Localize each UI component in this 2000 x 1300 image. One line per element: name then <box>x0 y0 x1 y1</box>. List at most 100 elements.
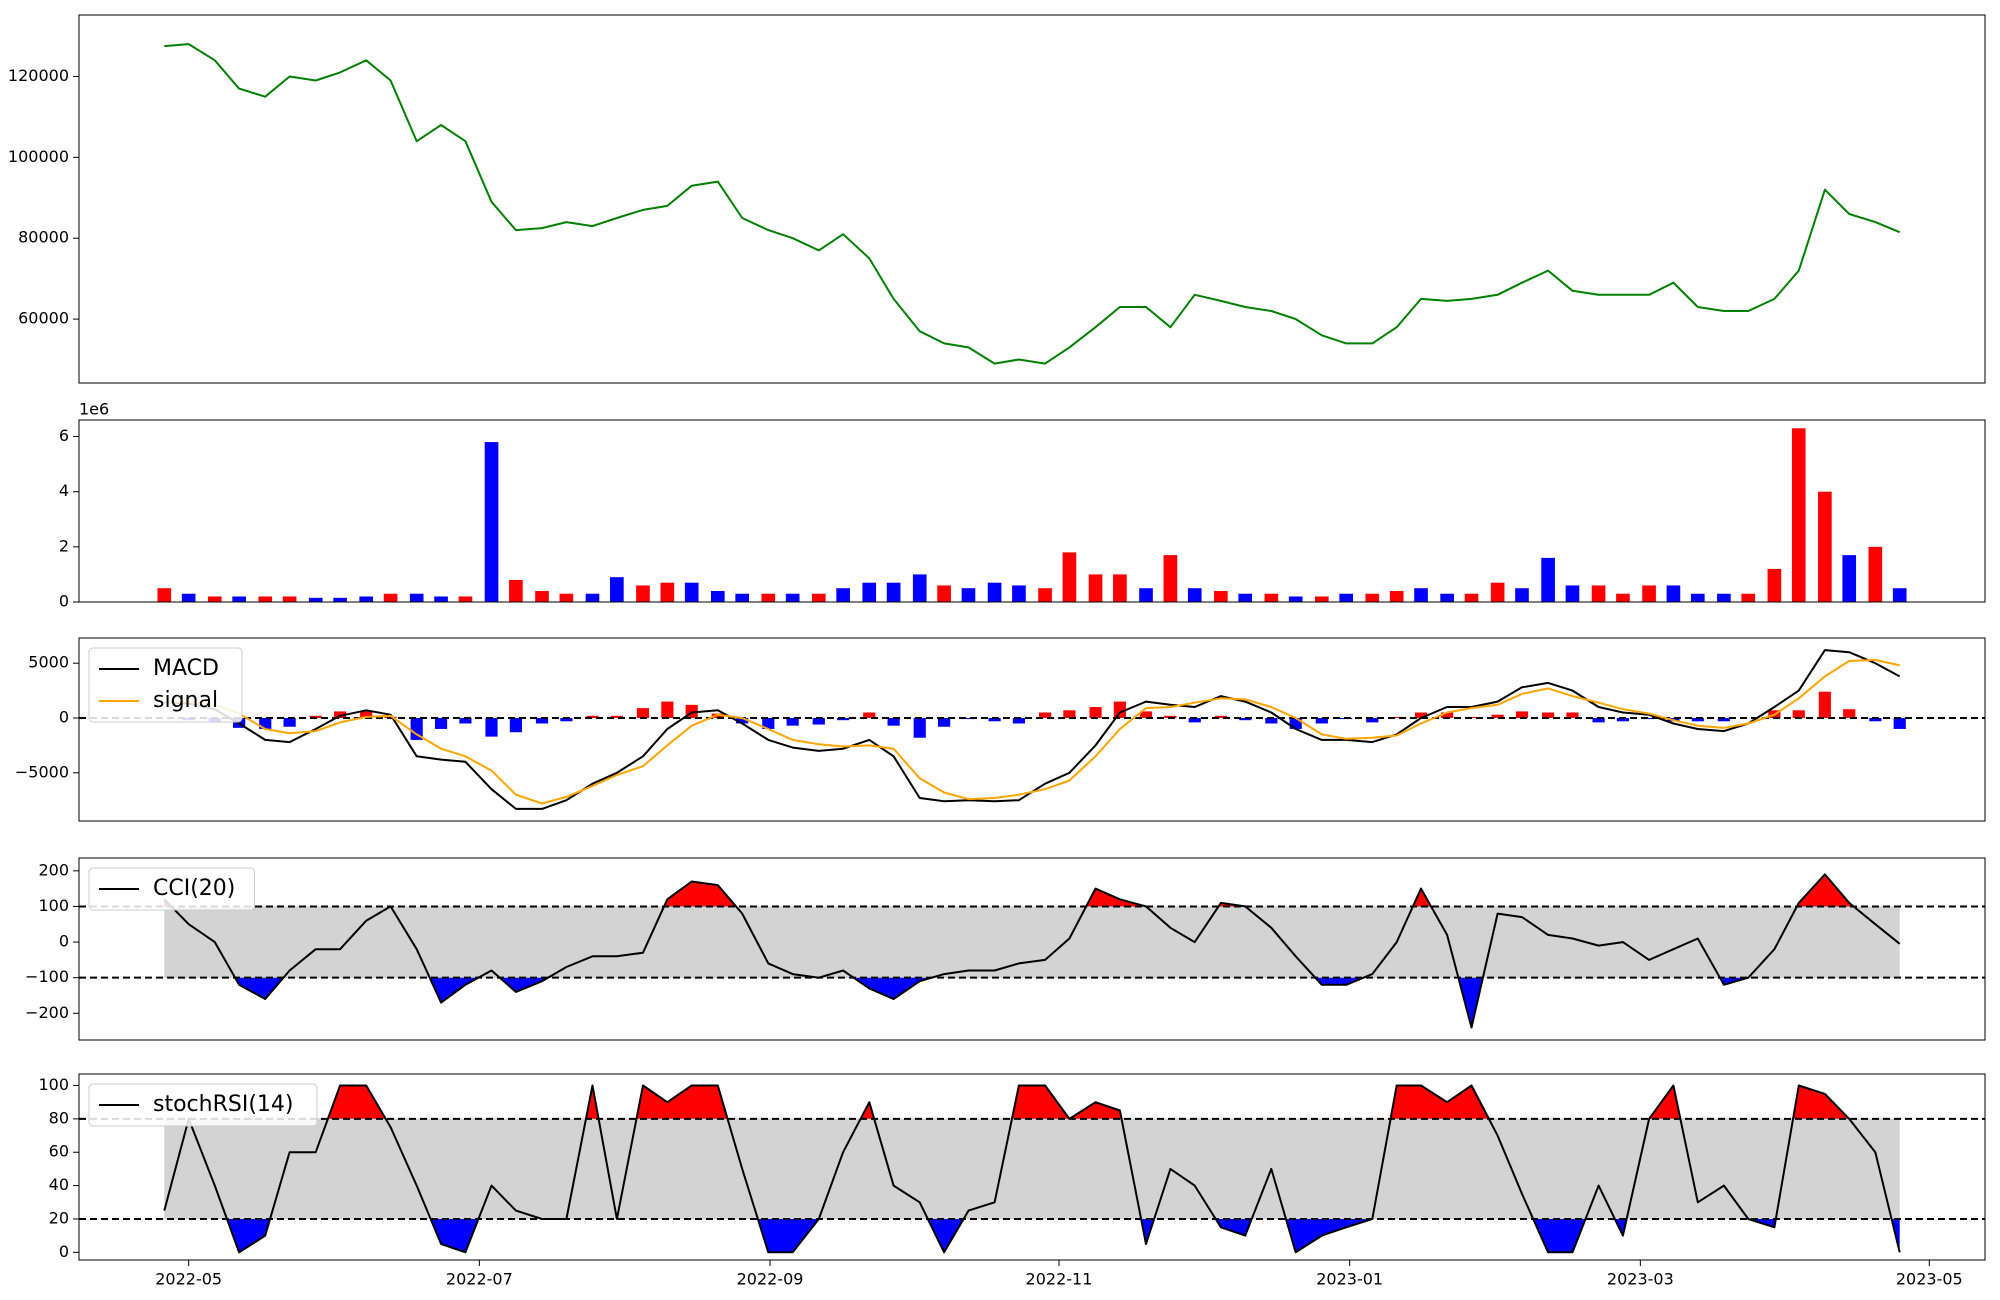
histogram-bar <box>1390 716 1403 718</box>
oversold-fill <box>164 977 1900 1028</box>
histogram-bar <box>1214 715 1227 718</box>
histogram-bar <box>1818 691 1831 718</box>
histogram-bar <box>812 717 825 725</box>
histogram-bar <box>509 717 522 733</box>
neutral-band <box>164 1118 1900 1219</box>
histogram-bar <box>283 717 296 727</box>
x-tick-label: 2023-03 <box>1607 1270 1674 1289</box>
histogram-bar <box>1188 717 1201 723</box>
volume-bar <box>282 596 297 602</box>
legend-label: stochRSI(14) <box>153 1092 294 1117</box>
volume-bar <box>1288 596 1303 602</box>
volume-bar <box>710 590 725 602</box>
volume-bar <box>1541 557 1555 602</box>
volume-bar <box>1741 593 1756 602</box>
y-tick-label: 0 <box>59 1242 69 1261</box>
volume-bar <box>434 596 448 602</box>
histogram-bar <box>661 701 674 718</box>
legend-label: MACD <box>153 656 219 681</box>
histogram-bar <box>1012 717 1026 724</box>
volume-bar <box>937 585 951 602</box>
volume-bar <box>684 582 699 602</box>
series-line <box>164 658 1900 805</box>
histogram-bar <box>1843 709 1856 718</box>
y-tick-label: 60 <box>49 1142 69 1161</box>
histogram-bar <box>736 717 749 724</box>
histogram-bar <box>636 708 650 718</box>
volume-bar <box>1088 574 1103 602</box>
histogram-bar <box>1063 710 1076 718</box>
axes-frame <box>78 419 1986 603</box>
volume-bar <box>1163 555 1178 602</box>
histogram-bar <box>1691 717 1704 722</box>
histogram-bar <box>988 717 1001 722</box>
histogram-bar <box>1566 712 1579 718</box>
series-line <box>164 43 1901 365</box>
volume-bar <box>484 442 499 602</box>
histogram-bar <box>938 717 951 727</box>
histogram-bar <box>1089 707 1102 718</box>
histogram-bar <box>1515 711 1529 718</box>
series-line <box>163 873 1901 1029</box>
volume-bar <box>1868 546 1883 602</box>
histogram-bar <box>1542 712 1555 718</box>
volume-bar <box>610 577 624 602</box>
volume-bar <box>987 582 1002 602</box>
histogram-bar <box>1038 712 1052 718</box>
y-tick-label: 100 <box>38 1075 69 1094</box>
histogram-bar <box>410 717 423 740</box>
histogram-bar <box>762 717 775 729</box>
volume-bar <box>535 590 549 602</box>
histogram-bar <box>1139 711 1153 718</box>
histogram-bar <box>1616 717 1630 722</box>
histogram-bar <box>1642 717 1656 720</box>
volume-bar <box>1440 593 1454 602</box>
y-tick-label: 5000 <box>28 653 69 672</box>
histogram-bar <box>1869 717 1882 722</box>
volume-bar <box>1365 593 1380 602</box>
volume-bar <box>1717 593 1731 602</box>
histogram-bar <box>459 717 472 724</box>
histogram-bar <box>485 717 498 737</box>
volume-bar <box>1214 590 1228 602</box>
volume-bar <box>1767 568 1782 602</box>
volume-bar <box>1389 590 1404 602</box>
volume-bar <box>1842 555 1857 602</box>
histogram-bar <box>610 715 623 718</box>
volume-bar <box>207 596 222 602</box>
histogram-bar <box>535 717 549 724</box>
series-line <box>164 649 1901 810</box>
volume-bar <box>1591 585 1606 602</box>
volume-bar <box>559 593 574 602</box>
volume-bar <box>1187 588 1202 602</box>
volume-bar <box>585 593 600 602</box>
volume-bar <box>1038 588 1052 602</box>
histogram-bar <box>586 715 599 718</box>
volume-bar <box>1139 588 1153 602</box>
x-tick-label: 2022-11 <box>1026 1270 1093 1289</box>
y-tick-label: 20 <box>49 1208 69 1227</box>
overbought-fill <box>164 1085 1900 1119</box>
y-tick-label: 40 <box>49 1175 69 1194</box>
histogram-bar <box>837 717 850 721</box>
legend-box <box>88 867 255 911</box>
volume-bar <box>258 596 273 602</box>
volume-bar <box>886 582 901 602</box>
volume-bar <box>1666 585 1681 602</box>
histogram-bar <box>711 713 724 718</box>
volume-bar <box>660 582 675 602</box>
volume-bar <box>961 588 976 602</box>
volume-bar <box>1490 582 1505 602</box>
volume-bar <box>1062 552 1077 602</box>
volume-bar <box>1238 593 1253 602</box>
histogram-bar <box>1792 710 1805 718</box>
volume-bar <box>1264 593 1279 602</box>
histogram-bar <box>1289 717 1302 729</box>
y-tick-label: 80 <box>49 1108 69 1127</box>
volume-bar <box>761 593 776 602</box>
histogram-bar <box>786 717 799 726</box>
volume-bar <box>383 593 398 602</box>
histogram-bar <box>962 717 975 720</box>
x-tick-label: 2022-05 <box>155 1270 222 1289</box>
histogram-bar <box>1366 717 1379 723</box>
